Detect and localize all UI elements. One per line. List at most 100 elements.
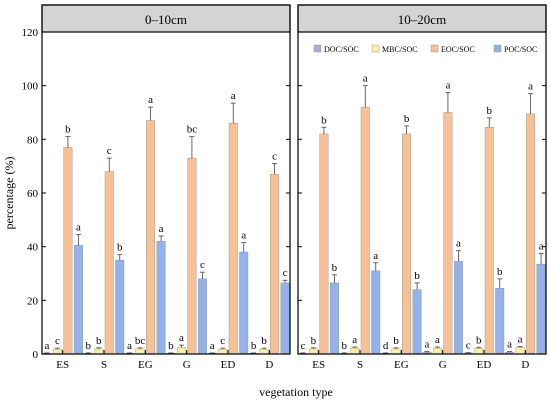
bar-eoc-soc: [146, 120, 156, 355]
bar-eoc-soc: [402, 133, 412, 355]
x-tick-label: ED: [477, 359, 492, 371]
significance-letter: b: [404, 113, 410, 125]
bar-mbc-soc: [218, 348, 228, 355]
significance-letter: c: [220, 335, 225, 347]
bar-poc-soc: [536, 263, 546, 355]
bar-mbc-soc: [474, 348, 484, 355]
significance-letter: b: [414, 270, 420, 282]
significance-letter: b: [117, 242, 123, 254]
significance-letter: c: [55, 335, 60, 347]
bar-eoc-soc: [443, 112, 453, 355]
y-tick-label: 80: [27, 134, 39, 146]
y-axis-label: percentage (%): [2, 157, 16, 230]
bar-eoc-soc: [187, 157, 197, 355]
significance-letter: b: [261, 335, 267, 347]
bar-poc-soc: [453, 261, 463, 355]
x-tick-label: S: [101, 359, 107, 371]
y-tick-label: 40: [27, 242, 39, 254]
significance-letter: b: [476, 334, 482, 346]
x-tick-label: ES: [56, 359, 69, 371]
significance-letter: a: [44, 340, 49, 352]
significance-letter: b: [321, 114, 327, 126]
bar-mbc-soc: [391, 348, 401, 355]
significance-letter: a: [518, 333, 523, 345]
significance-letter: b: [65, 124, 71, 136]
bar-poc-soc: [239, 251, 249, 355]
significance-letter: a: [159, 223, 164, 235]
significance-letter: c: [107, 145, 112, 157]
bar-mbc-soc: [135, 348, 145, 355]
bar-poc-soc: [197, 278, 207, 355]
significance-letter: c: [283, 267, 288, 279]
legend-swatch: [430, 44, 439, 53]
x-tick-label: S: [357, 359, 363, 371]
x-tick-label: EG: [394, 359, 409, 371]
significance-letter: a: [539, 240, 544, 252]
significance-letter: c: [466, 340, 471, 352]
bar-mbc-soc: [308, 348, 318, 355]
bar-mbc-soc: [515, 347, 525, 355]
legend-label: POC/SOC: [504, 45, 537, 54]
panel-frame: [41, 4, 291, 355]
x-tick-label: G: [183, 359, 191, 371]
significance-letter: bc: [187, 124, 198, 136]
x-tick-label: D: [265, 359, 273, 371]
x-tick-label: ES: [312, 359, 325, 371]
significance-letter: b: [487, 105, 493, 117]
significance-letter: a: [507, 339, 512, 351]
legend-swatch: [313, 44, 322, 53]
significance-letter: a: [528, 81, 533, 93]
legend-label: MBC/SOC: [382, 45, 418, 54]
x-axis-label: vegetation type: [259, 385, 333, 399]
bar-eoc-soc: [228, 123, 238, 355]
bar-poc-soc: [73, 245, 83, 355]
bar-eoc-soc: [319, 133, 329, 355]
bar-eoc-soc: [526, 113, 536, 355]
bar-poc-soc: [371, 270, 381, 355]
bar-poc-soc: [412, 289, 422, 355]
panel-title: 0–10cm: [145, 12, 187, 27]
significance-letter: bc: [135, 335, 146, 347]
significance-letter: a: [231, 90, 236, 102]
bar-mbc-soc: [176, 347, 186, 355]
x-tick-label: EG: [138, 359, 153, 371]
significance-letter: a: [210, 340, 215, 352]
bar-mbc-soc: [259, 348, 269, 355]
bar-poc-soc: [280, 282, 290, 355]
bar-mbc-soc: [432, 347, 442, 355]
significance-letter: c: [200, 259, 205, 271]
y-tick-label: 100: [22, 81, 39, 93]
bar-mbc-soc: [52, 348, 62, 355]
panel-frame: [297, 4, 547, 355]
significance-letter: a: [179, 332, 184, 344]
x-tick-label: D: [521, 359, 529, 371]
legend-label: DOC/SOC: [324, 45, 359, 54]
significance-letter: c: [272, 150, 277, 162]
significance-letter: b: [342, 340, 348, 352]
y-tick-label: 20: [27, 295, 39, 307]
significance-letter: a: [445, 79, 450, 91]
significance-letter: a: [456, 238, 461, 250]
bar-eoc-soc: [63, 147, 73, 355]
bar-poc-soc: [115, 259, 125, 355]
significance-letter: a: [148, 94, 153, 106]
significance-letter: b: [332, 262, 338, 274]
bar-mbc-soc: [94, 348, 104, 355]
legend-label: EOC/SOC: [441, 45, 475, 54]
y-tick-label: 60: [27, 188, 39, 200]
y-tick-label: 120: [22, 27, 39, 39]
significance-letter: c: [300, 340, 305, 352]
bar-eoc-soc: [484, 127, 494, 355]
x-tick-label: ED: [221, 359, 236, 371]
significance-letter: a: [373, 250, 378, 262]
significance-letter: a: [76, 222, 81, 234]
bar-poc-soc: [329, 282, 339, 355]
y-tick-label: 0: [33, 349, 39, 361]
bar-mbc-soc: [350, 347, 360, 355]
significance-letter: b: [251, 340, 257, 352]
bar-eoc-soc: [104, 171, 114, 355]
significance-letter: a: [127, 340, 132, 352]
significance-letter: b: [311, 335, 317, 347]
